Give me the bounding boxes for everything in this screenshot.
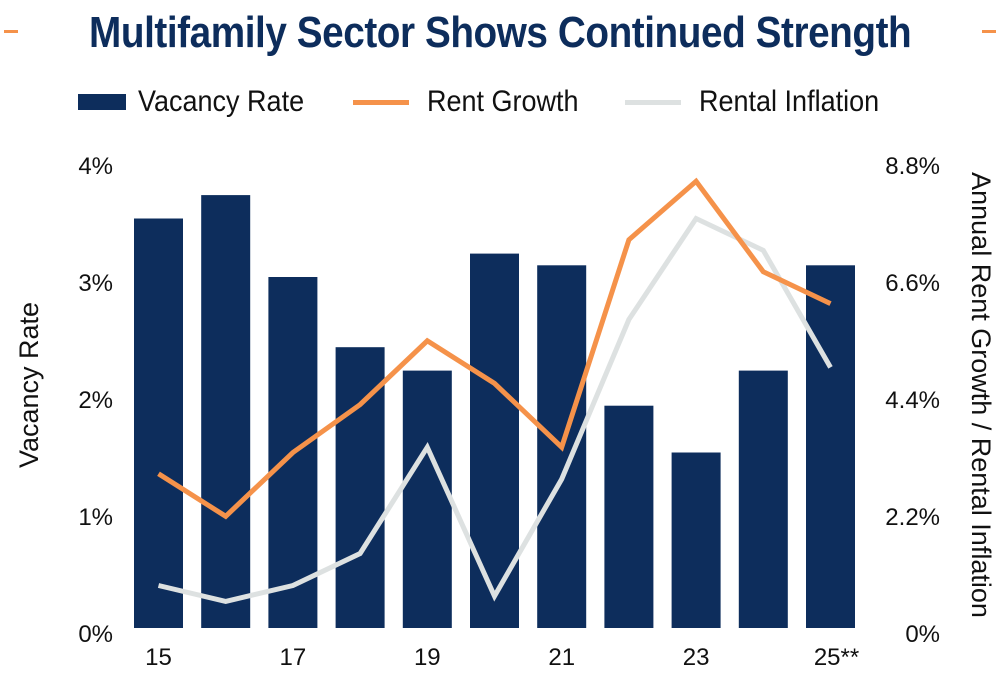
left-tick-label: 4% <box>78 153 113 180</box>
x-tick-label: 19 <box>414 644 441 671</box>
x-tick-label: 21 <box>548 644 575 671</box>
vacancy-bar <box>402 370 452 628</box>
legend-item-vacancy: Vacancy Rate <box>78 85 323 119</box>
right-tick-label: 6.6% <box>885 270 940 297</box>
right-tick-label: 0% <box>905 621 940 648</box>
vacancy-bar <box>134 218 183 628</box>
rent-growth-line <box>157 177 832 520</box>
right-tick-label: 4.4% <box>885 387 940 414</box>
series-lines <box>157 177 833 604</box>
legend-label-rental-inflation: Rental Inflation <box>698 85 880 118</box>
title-dash-right <box>982 30 996 33</box>
left-tick-label: 1% <box>78 504 113 531</box>
legend-swatch-vacancy <box>78 94 126 110</box>
legend-item-rental-inflation: Rental Inflation <box>624 85 899 119</box>
title-dash-left <box>4 30 18 33</box>
chart-title: Multifamily Sector Shows Continued Stren… <box>88 8 912 57</box>
vacancy-bar <box>604 405 654 628</box>
right-tick-label: 2.2% <box>885 504 940 531</box>
legend-label-vacancy: Vacancy Rate <box>138 85 305 118</box>
legend: Vacancy Rate Rent Growth Rental Inflatio… <box>78 80 929 124</box>
left-tick-label: 2% <box>78 387 113 414</box>
right-axis-title: Annual Rent Growth / Rental Inflation <box>966 172 996 618</box>
x-tick-label: 15 <box>145 644 172 671</box>
x-axis-ticks: 15 17 19 21 23 25** <box>145 644 859 671</box>
x-tick-label: 25** <box>814 644 859 671</box>
rental-inflation-line <box>157 215 833 604</box>
x-tick-label: 23 <box>683 644 710 671</box>
left-tick-label: 0% <box>78 621 113 648</box>
left-axis-ticks: 0% 1% 2% 3% 4% <box>78 153 113 648</box>
right-tick-label: 8.8% <box>885 153 940 180</box>
vacancy-bar <box>806 265 855 628</box>
legend-label-rent-growth: Rent Growth <box>426 85 579 118</box>
vacancy-bar <box>738 370 788 628</box>
vacancy-bar <box>470 253 519 628</box>
left-tick-label: 3% <box>78 270 113 297</box>
x-tick-label: 17 <box>280 644 307 671</box>
legend-item-rent-growth: Rent Growth <box>352 85 595 119</box>
vacancy-bar <box>671 452 721 628</box>
vacancy-bar <box>335 347 385 628</box>
title-row: Multifamily Sector Shows Continued Stren… <box>0 2 1000 64</box>
left-axis-title: Vacancy Rate <box>14 302 44 468</box>
vacancy-bars <box>134 195 855 628</box>
vacancy-bar <box>201 195 251 628</box>
right-axis-ticks: 0% 2.2% 4.4% 6.6% 8.8% <box>885 153 940 648</box>
legend-swatch-rent-growth <box>352 99 409 105</box>
legend-swatch-rental-inflation <box>624 99 681 105</box>
